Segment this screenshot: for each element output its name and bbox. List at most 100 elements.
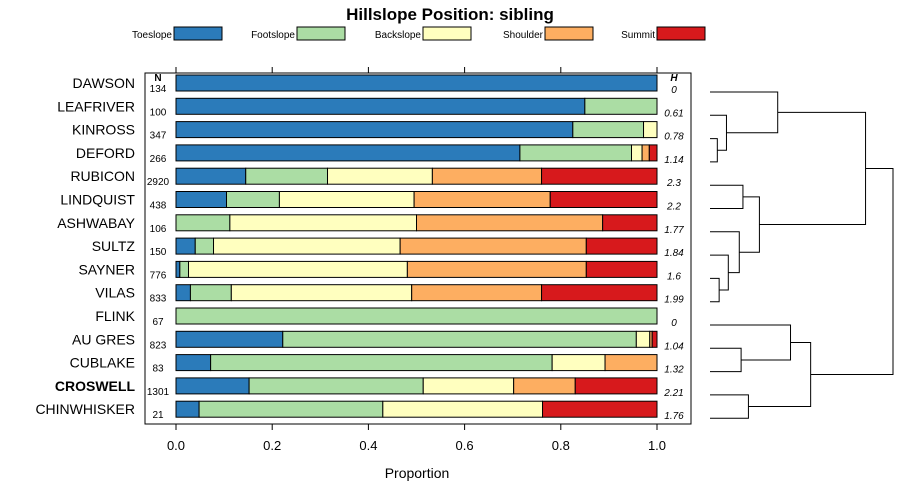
bar-cublake-toeslope bbox=[175, 354, 212, 372]
h-column-header: H bbox=[670, 73, 678, 84]
x-tick-label: 0.6 bbox=[456, 438, 474, 453]
n-value: 266 bbox=[150, 154, 167, 165]
bar-croswell-backslope bbox=[422, 377, 515, 395]
bar-rubicon-summit bbox=[541, 167, 658, 185]
row-label: CUBLAKE bbox=[70, 355, 135, 371]
legend-swatch-summit bbox=[656, 26, 706, 41]
h-value: 1.32 bbox=[664, 365, 684, 376]
row-label: FLINK bbox=[95, 308, 135, 324]
h-value: 2.3 bbox=[666, 178, 681, 189]
legend-swatch-toeslope bbox=[173, 26, 223, 41]
n-column-header: N bbox=[154, 73, 161, 84]
n-value: 2920 bbox=[147, 177, 170, 188]
chart-title: Hillslope Position: sibling bbox=[346, 5, 554, 24]
row-label: KINROSS bbox=[72, 122, 135, 138]
h-value: 0.78 bbox=[664, 132, 684, 143]
bar-croswell-toeslope bbox=[175, 377, 250, 395]
bar-chinwhisker-backslope bbox=[382, 400, 544, 418]
dendrogram-branch bbox=[759, 111, 867, 226]
bar-lindquist-toeslope bbox=[175, 191, 228, 208]
bar-sultz-shoulder bbox=[399, 237, 587, 255]
legend: Toeslope Footslope Backslope Shoulder Summit bbox=[132, 26, 706, 41]
bar-ashwabay-backslope bbox=[229, 214, 417, 232]
legend-label-backslope: Backslope bbox=[375, 30, 422, 41]
plot-frame bbox=[144, 72, 692, 425]
dendrogram-branch bbox=[710, 91, 779, 134]
n-value: 1301 bbox=[147, 387, 170, 398]
bar-rubicon-toeslope bbox=[175, 167, 247, 185]
dendrogram-branch bbox=[748, 341, 812, 408]
n-value: 106 bbox=[150, 224, 167, 235]
h-value: 1.76 bbox=[664, 411, 684, 422]
bar-chinwhisker-footslope bbox=[198, 400, 384, 418]
dendrogram-branch bbox=[710, 347, 742, 373]
row-label: VILAS bbox=[95, 285, 135, 301]
bar-deford-summit bbox=[648, 144, 658, 162]
n-labels: 134 100 347 266 2920 438 106 150 776 833 67 823 83 13… bbox=[147, 84, 170, 421]
bar-sayner-footslope bbox=[179, 260, 190, 278]
dendrogram-branch bbox=[810, 167, 894, 376]
bar-dawson-toeslope bbox=[175, 74, 658, 92]
dendrogram bbox=[710, 91, 894, 419]
bar-au-gres-toeslope bbox=[175, 330, 284, 348]
h-value: 1.14 bbox=[664, 155, 684, 166]
x-axis: 0.0 0.2 0.4 0.6 0.8 1.0 bbox=[167, 67, 666, 453]
bar-vilas-shoulder bbox=[411, 284, 543, 302]
h-value: 1.6 bbox=[667, 271, 681, 282]
bar-croswell-summit bbox=[574, 377, 658, 395]
bar-deford-footslope bbox=[519, 144, 633, 162]
x-tick-label: 0.4 bbox=[359, 438, 377, 453]
n-value: 347 bbox=[150, 131, 167, 142]
dendrogram-branch bbox=[710, 184, 744, 209]
dendrogram-branch bbox=[710, 324, 792, 361]
bar-rubicon-footslope bbox=[245, 167, 329, 185]
bar-vilas-toeslope bbox=[175, 284, 191, 302]
row-label: CROSWELL bbox=[55, 378, 136, 394]
n-value: 134 bbox=[150, 84, 167, 95]
legend-label-toeslope: Toeslope bbox=[132, 30, 172, 41]
x-tick-label: 0.2 bbox=[263, 438, 281, 453]
x-tick-label: 0.8 bbox=[552, 438, 570, 453]
row-label: DAWSON bbox=[73, 75, 135, 91]
n-value: 67 bbox=[152, 317, 164, 328]
h-value: 1.04 bbox=[664, 341, 684, 352]
bar-kinross-footslope bbox=[572, 121, 645, 139]
bar-chinwhisker-summit bbox=[542, 400, 658, 418]
h-value: 0.61 bbox=[664, 108, 683, 119]
bar-lindquist-footslope bbox=[226, 191, 280, 208]
bar-kinross-backslope bbox=[643, 121, 658, 139]
legend-swatch-footslope bbox=[296, 26, 346, 41]
bar-croswell-shoulder bbox=[513, 377, 576, 395]
bar-ashwabay-footslope bbox=[175, 214, 231, 232]
h-labels: 0 0.61 0.78 1.14 2.3 2.2 1.77 1.84 1.6 1.99 0 1.04 1… bbox=[663, 85, 684, 422]
h-value: 0 bbox=[671, 318, 677, 329]
h-value: 1.99 bbox=[664, 295, 684, 306]
row-label: SULTZ bbox=[92, 238, 136, 254]
n-value: 100 bbox=[150, 107, 167, 118]
bar-kinross-toeslope bbox=[175, 121, 574, 139]
bar-rubicon-shoulder bbox=[431, 167, 543, 185]
bar-au-gres-footslope bbox=[282, 330, 637, 348]
bar-leafriver-footslope bbox=[584, 97, 658, 115]
dendrogram-branch bbox=[710, 277, 720, 303]
bar-cublake-footslope bbox=[210, 354, 553, 372]
bar-chinwhisker-toeslope bbox=[175, 400, 200, 418]
bar-sultz-backslope bbox=[213, 237, 401, 255]
x-tick-label: 1.0 bbox=[648, 438, 666, 453]
n-value: 150 bbox=[150, 247, 167, 258]
h-value: 1.77 bbox=[664, 225, 684, 236]
bar-deford-shoulder bbox=[641, 144, 650, 162]
row-label: CHINWHISKER bbox=[35, 401, 135, 417]
dendrogram-branch bbox=[710, 114, 727, 151]
bar-lindquist-shoulder bbox=[413, 191, 551, 208]
bar-sayner-summit bbox=[585, 260, 658, 278]
row-label: LINDQUIST bbox=[60, 192, 135, 208]
legend-swatch-backslope bbox=[422, 26, 472, 41]
n-value: 438 bbox=[150, 201, 167, 212]
row-label: LEAFRIVER bbox=[57, 98, 135, 114]
bar-sayner-shoulder bbox=[406, 260, 587, 278]
bar-croswell-footslope bbox=[248, 377, 424, 395]
bar-lindquist-backslope bbox=[278, 191, 415, 208]
bar-deford-backslope bbox=[631, 144, 643, 162]
bar-rubicon-backslope bbox=[327, 167, 433, 185]
